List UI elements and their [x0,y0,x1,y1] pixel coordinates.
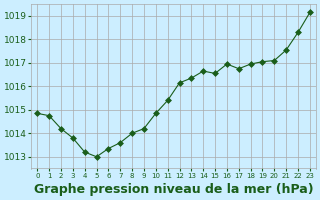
X-axis label: Graphe pression niveau de la mer (hPa): Graphe pression niveau de la mer (hPa) [34,183,313,196]
